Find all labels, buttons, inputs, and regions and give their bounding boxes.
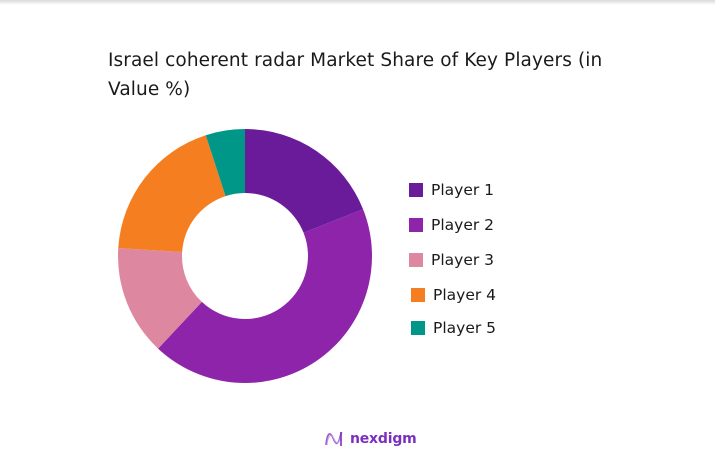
slice-player-5[interactable]: [205, 129, 245, 197]
slice-player-3[interactable]: [117, 248, 202, 349]
logo-text: nexdigm: [350, 431, 417, 447]
slice-player-2[interactable]: [158, 209, 372, 384]
chart-title-line2: Value %): [108, 79, 191, 100]
legend-item-player-2[interactable]: Player 2: [409, 213, 494, 237]
legend-item-player-3[interactable]: Player 3: [409, 248, 494, 272]
wave-n-icon: [325, 431, 343, 446]
legend-item-player-5[interactable]: Player 5: [411, 316, 496, 340]
chart-title: Israel coherent radar Market Share of Ke…: [108, 46, 648, 104]
chart-title-line1: Israel coherent radar Market Share of Ke…: [108, 50, 603, 71]
legend-swatch-player-1: [409, 183, 423, 197]
top-shadow: [0, 0, 715, 5]
legend-swatch-player-2: [409, 218, 423, 232]
nexdigm-logo: nexdigm: [324, 429, 417, 449]
legend-swatch-player-4: [411, 288, 425, 302]
legend-label: Player 2: [431, 216, 495, 234]
legend-item-player-1[interactable]: Player 1: [409, 178, 494, 202]
legend-swatch-player-5: [411, 321, 425, 335]
slice-player-4[interactable]: [118, 135, 226, 253]
legend-label: Player 4: [433, 286, 497, 304]
legend-label: Player 3: [431, 251, 495, 269]
legend-swatch-player-3: [409, 253, 423, 267]
donut-slices: [117, 129, 372, 384]
slice-player-1[interactable]: [245, 129, 364, 233]
legend-label: Player 5: [433, 319, 497, 337]
legend-label: Player 1: [431, 181, 495, 199]
legend-item-player-4[interactable]: Player 4: [411, 283, 496, 307]
